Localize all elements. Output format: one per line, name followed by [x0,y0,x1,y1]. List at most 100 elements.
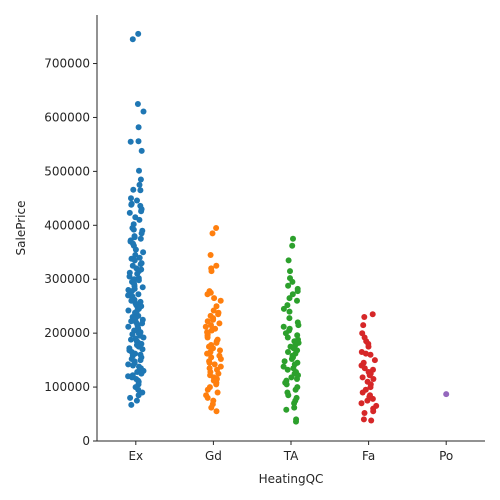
data-point-gd [213,303,220,310]
x-axis-label: HeatingQC [259,472,324,486]
data-point-ex [135,124,142,131]
y-tick-label: 600000 [44,110,90,124]
data-point-ex [128,195,134,202]
data-point-ex [129,36,136,43]
data-point-ex [129,331,136,338]
data-point-gd [213,381,220,388]
data-point-ex [126,209,133,216]
data-point-ex [139,284,146,291]
data-point-ex [135,277,142,284]
data-point-ex [135,30,142,37]
data-point-gd [216,320,223,327]
data-point-ex [136,181,143,188]
data-point-ta [286,295,293,302]
data-point-gd [208,327,215,334]
data-point-gd [215,311,222,318]
data-point-ta [280,323,287,330]
data-point-ex [133,397,140,404]
data-point-ta [290,235,296,242]
data-point-ex [137,357,144,364]
data-point-ex [137,176,144,183]
data-point-ta [293,418,299,425]
data-point-ta [291,400,298,407]
data-point-fa [367,351,374,358]
data-point-ta [288,374,295,381]
data-point-ta [287,268,293,275]
data-point-ex [138,147,145,154]
data-point-ex [130,362,136,369]
y-tick-label: 200000 [44,326,90,340]
y-tick-label: 100000 [44,380,90,394]
data-point-ex [136,216,143,223]
data-point-ta [285,349,291,355]
data-point-gd [204,291,211,298]
data-point-fa [366,372,373,379]
data-point-gd [213,262,220,269]
data-point-fa [359,389,366,396]
data-point-fa [371,357,378,364]
data-point-ta [289,278,296,285]
data-point-fa [361,410,368,416]
data-point-fa [359,374,366,381]
data-point-ta [286,315,293,322]
data-point-gd [215,370,222,377]
data-point-ex [136,167,142,174]
data-point-fa [369,395,376,402]
data-point-ex [137,187,144,194]
data-point-gd [213,339,220,346]
data-point-ex [128,401,135,408]
data-point-ex [132,252,139,258]
data-point-ex [127,138,134,145]
data-point-ta [294,376,300,382]
data-point-ex [125,307,132,314]
data-point-ex [128,336,134,343]
y-tick-label: 400000 [44,218,90,232]
data-point-ex [140,334,147,341]
data-point-fa [369,311,376,318]
data-point-ta [284,334,291,341]
data-point-ta [285,392,292,399]
data-point-ex [138,370,145,377]
y-axis-ticks: 0 100000 200000 300000 400000 500000 600000 700… [44,57,97,448]
data-point-gd [211,361,218,368]
data-point-ta [280,305,287,312]
data-point-ex [131,234,138,241]
data-point-fa [362,350,369,357]
data-point-ex [138,208,145,215]
data-point-gd [204,394,211,401]
data-point-ta [294,297,300,304]
data-point-fa [364,397,371,404]
data-point-ex [127,394,134,401]
data-point-fa [365,343,372,350]
data-point-gd [217,347,223,354]
data-point-ta [284,302,291,309]
data-point-ta [286,308,293,315]
data-point-ta [291,404,298,411]
data-point-gd [213,225,220,231]
data-point-ta [280,363,287,370]
data-point-ta [284,366,291,373]
data-point-ex [134,197,140,204]
data-point-gd [214,389,221,396]
data-point-ex [135,392,142,399]
y-tick-label: 500000 [44,164,90,178]
data-point-ex [125,361,132,368]
data-point-fa [361,314,368,320]
x-axis-ticks: Ex Gd TA Fa Po [128,441,453,463]
data-point-ex [135,138,142,145]
data-point-gd [208,404,215,411]
data-point-ex [132,246,139,253]
x-tick-label: Ex [128,449,143,463]
data-point-gd [213,408,220,415]
x-tick-label: Po [439,449,453,463]
data-point-ex [138,230,145,237]
data-point-ex [134,101,141,107]
data-point-gd [217,356,224,362]
data-point-ex [135,291,142,298]
data-point-gd [217,297,224,304]
data-point-fa [370,408,377,415]
data-point-ex [137,235,144,242]
data-point-gd [204,350,211,357]
data-point-fa [360,416,367,423]
